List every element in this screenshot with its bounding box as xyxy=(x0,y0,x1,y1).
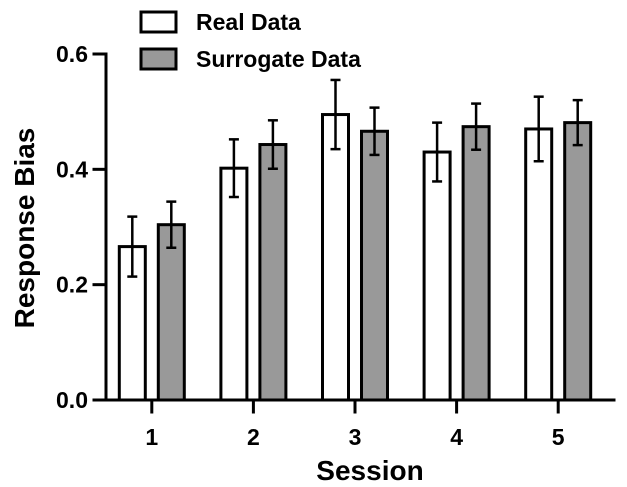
bar-real xyxy=(422,150,452,402)
error-bars-layer xyxy=(127,78,583,278)
axes-layer xyxy=(104,52,616,402)
bar-real xyxy=(524,127,554,402)
bar-surrogate xyxy=(258,143,288,402)
legend: Real Data Surrogate Data xyxy=(139,9,361,72)
bar-surrogate xyxy=(360,129,389,402)
bar-real xyxy=(321,113,350,402)
x-tick-label: 5 xyxy=(552,424,565,450)
x-tick-label: 2 xyxy=(247,424,260,450)
legend-swatch-real xyxy=(139,10,178,34)
x-tick-label: 1 xyxy=(145,424,158,450)
y-tick-label: 0.4 xyxy=(56,156,88,182)
y-axis-title: Response Bias xyxy=(9,128,40,329)
y-tick-label: 0.6 xyxy=(56,41,88,67)
bar-surrogate xyxy=(461,125,491,402)
bars-layer xyxy=(117,113,593,402)
legend-label: Real Data xyxy=(196,9,301,35)
x-tick-label: 3 xyxy=(349,424,362,450)
x-ticks: 1 2 3 4 5 xyxy=(145,398,565,450)
bar-real xyxy=(219,166,249,402)
legend-label: Surrogate Data xyxy=(196,46,361,72)
y-tick-label: 0.0 xyxy=(56,387,88,413)
bar-surrogate xyxy=(156,223,186,402)
y-tick-label: 0.2 xyxy=(56,272,88,298)
x-axis-title: Session xyxy=(316,455,423,486)
y-ticks: 0.0 0.2 0.4 0.6 xyxy=(56,41,108,413)
legend-swatch-surrogate xyxy=(139,47,178,71)
x-tick-label: 4 xyxy=(450,424,463,450)
bar-surrogate xyxy=(563,121,593,402)
